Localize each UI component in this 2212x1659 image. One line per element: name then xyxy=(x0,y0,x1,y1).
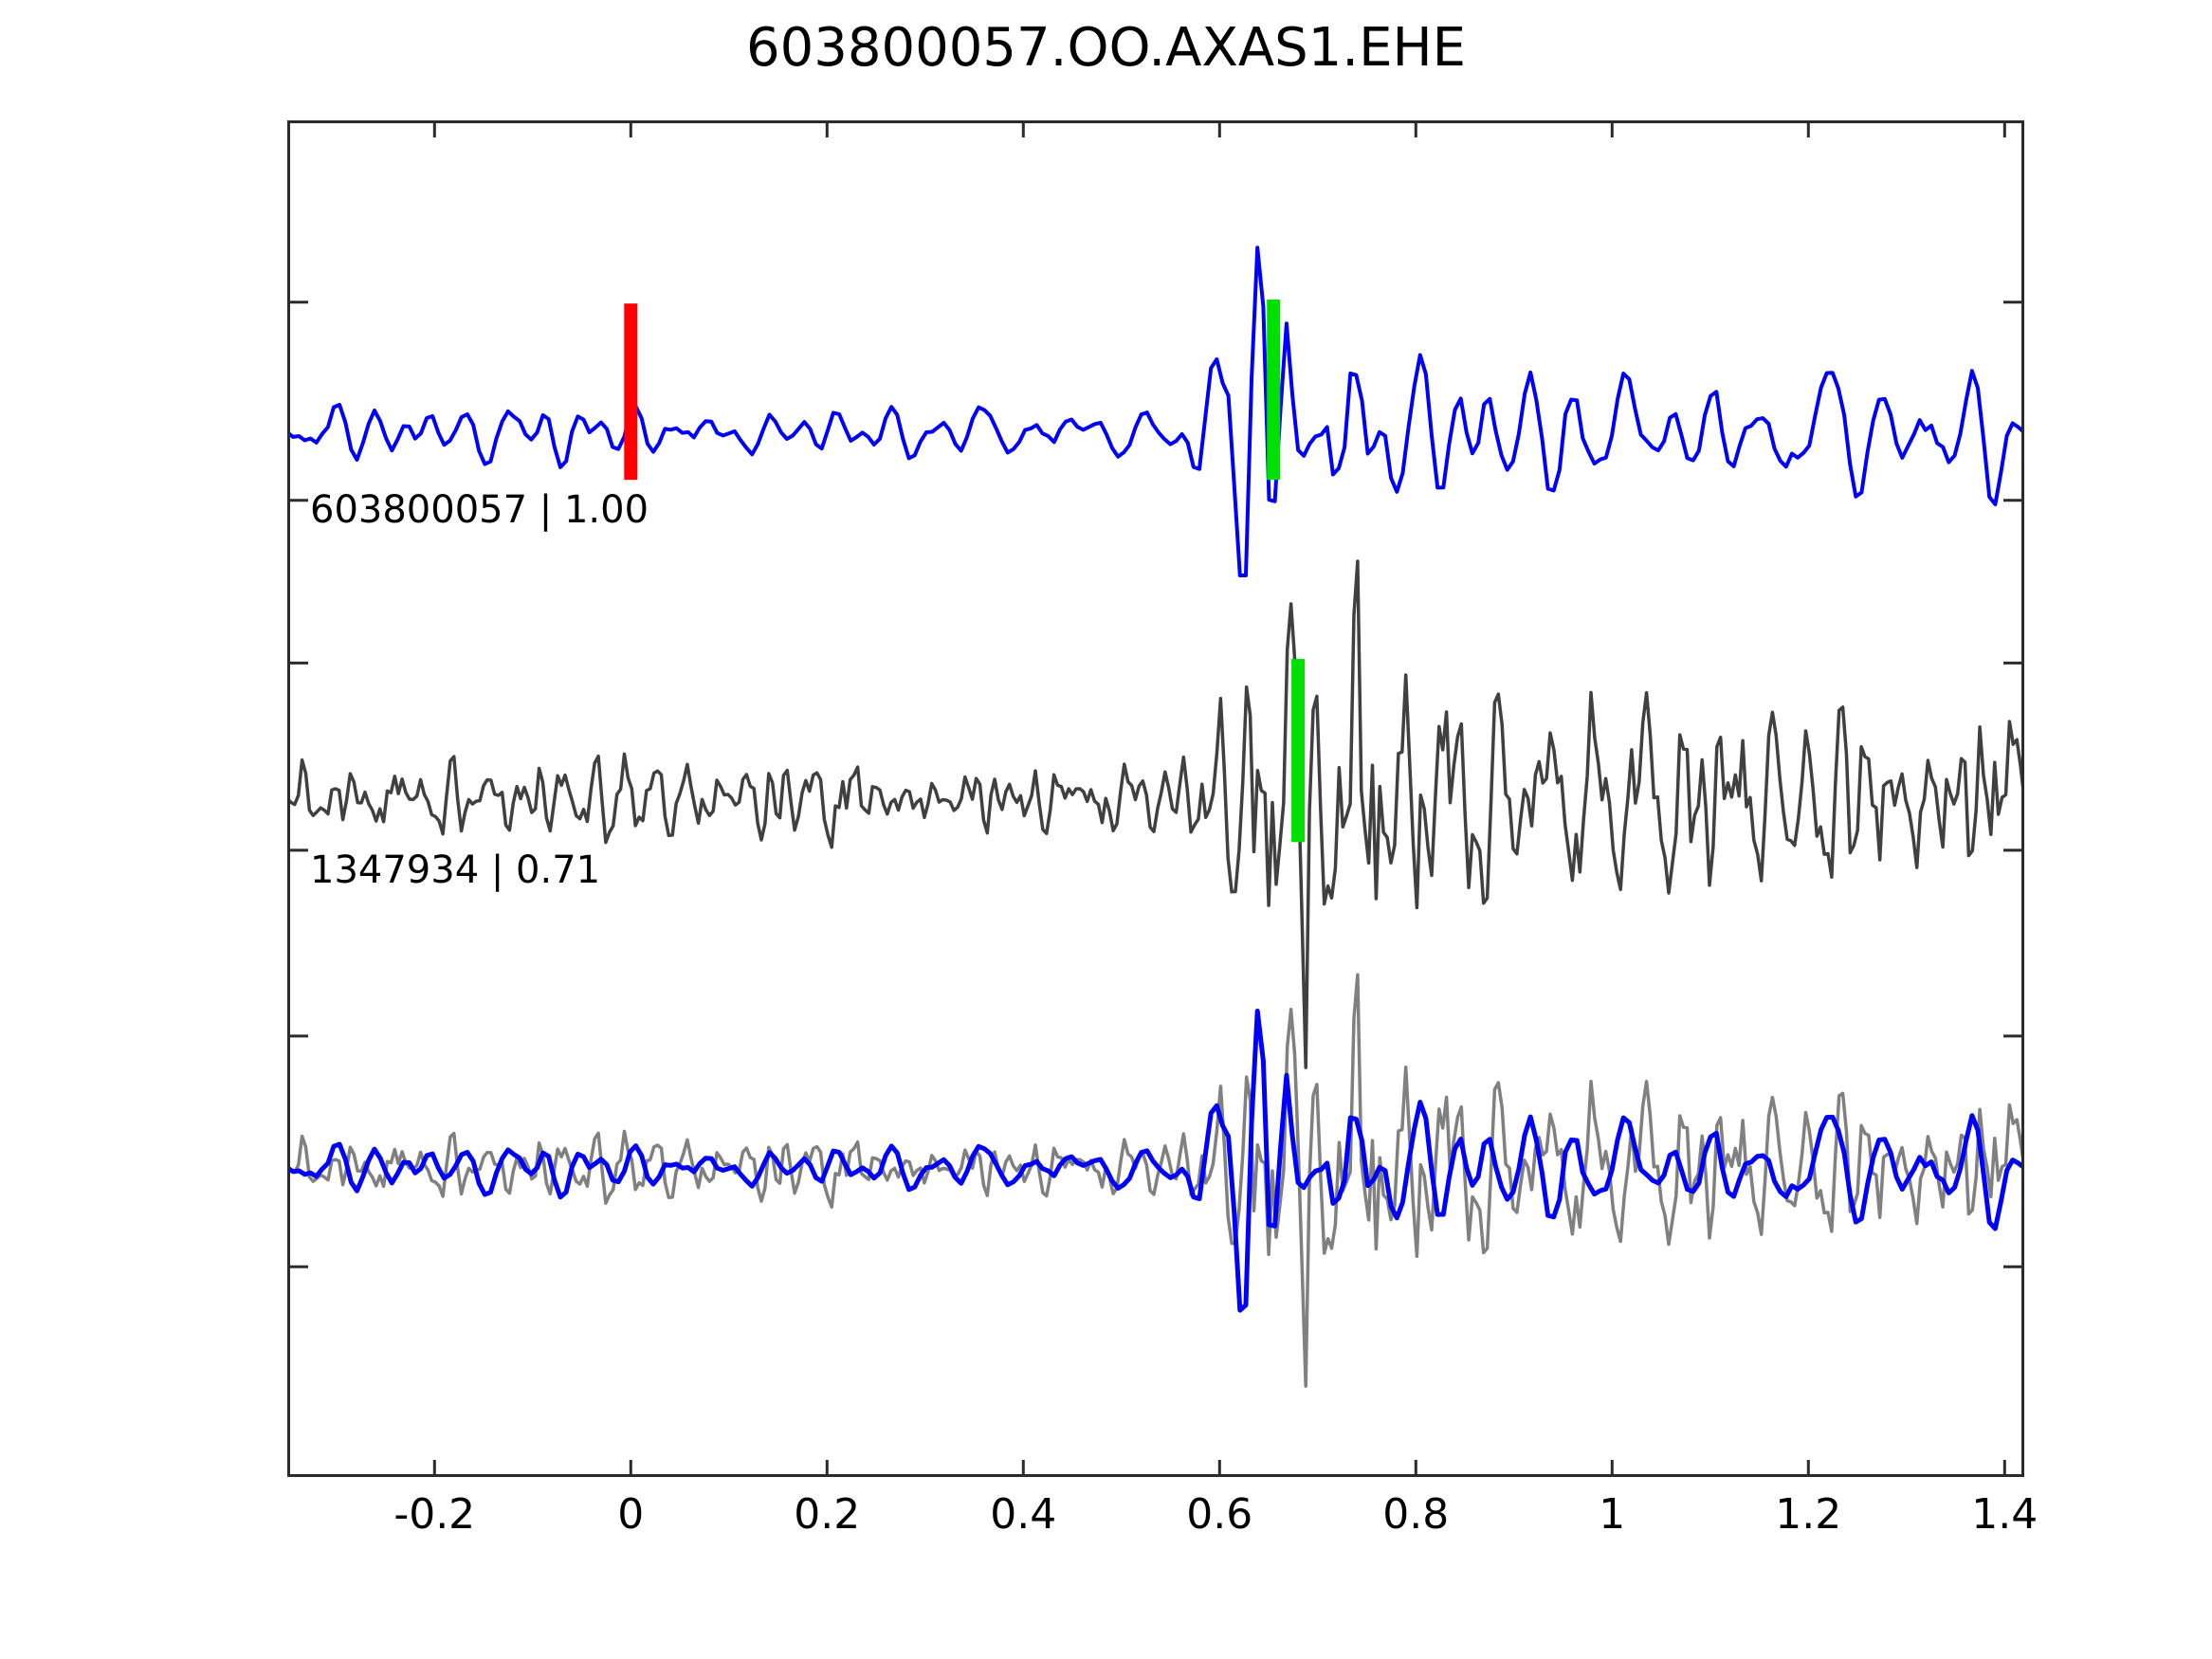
trace-label-template: 603800057 | 1.00 xyxy=(310,488,649,532)
pick-green-detection xyxy=(1291,659,1306,843)
detection-trace-line xyxy=(287,559,2024,1069)
x-tick-label: 0.4 xyxy=(990,1490,1057,1539)
x-tick-label: 1.4 xyxy=(1971,1490,2038,1539)
x-tick-label: -0.2 xyxy=(393,1490,476,1539)
x-tick-label: 1.2 xyxy=(1775,1490,1842,1539)
x-tick-label: 1 xyxy=(1599,1490,1626,1539)
plot-area: 603800057 | 1.00 1347934 | 0.71 xyxy=(287,120,2024,1477)
waveform-canvas xyxy=(287,120,2024,1477)
template-trace-line xyxy=(287,246,2024,577)
x-tick-label: 0.6 xyxy=(1186,1490,1253,1539)
x-tick-label: 0.8 xyxy=(1382,1490,1450,1539)
overlay-primary-line xyxy=(287,1009,2024,1313)
plot-frame xyxy=(287,120,2024,1477)
pick-green-template xyxy=(1267,299,1281,481)
plot-background xyxy=(287,120,2024,1477)
x-tick-label: 0 xyxy=(617,1490,645,1539)
trace-label-detection: 1347934 | 0.71 xyxy=(310,848,601,892)
pick-red xyxy=(624,303,638,481)
overlay-secondary-line xyxy=(287,973,2024,1388)
traces-group xyxy=(287,246,2024,1388)
page-title: 603800057.OO.AXAS1.EHE xyxy=(746,17,1466,79)
x-tick-label: 0.2 xyxy=(794,1490,861,1539)
markers-group xyxy=(624,299,1306,843)
